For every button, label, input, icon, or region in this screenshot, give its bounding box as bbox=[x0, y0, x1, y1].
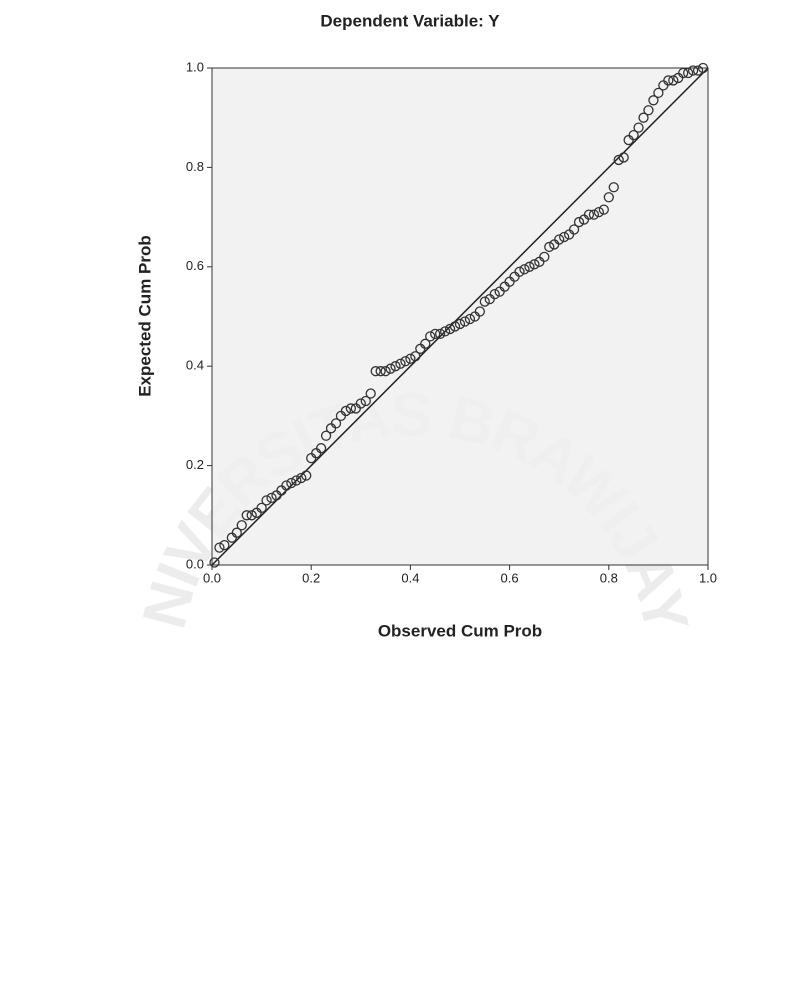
x-tick-label: 0.2 bbox=[302, 570, 320, 585]
y-tick-label: 0.4 bbox=[186, 358, 204, 373]
x-tick-label: 1.0 bbox=[699, 570, 717, 585]
x-tick-label: 0.0 bbox=[203, 570, 221, 585]
y-axis-label: Expected Cum Prob bbox=[135, 235, 154, 397]
chart: UNIVERSITAS BRAWIJAYA Dependent Variable… bbox=[0, 0, 792, 995]
x-axis-label: Observed Cum Prob bbox=[378, 621, 542, 640]
y-tick-label: 1.0 bbox=[186, 59, 204, 74]
x-tick-label: 0.6 bbox=[501, 570, 519, 585]
x-tick-label: 0.8 bbox=[600, 570, 618, 585]
y-tick-label: 0.6 bbox=[186, 258, 204, 273]
chart-title: Dependent Variable: Y bbox=[320, 11, 500, 30]
y-tick-label: 0.0 bbox=[186, 556, 204, 571]
y-tick-label: 0.2 bbox=[186, 457, 204, 472]
x-tick-label: 0.4 bbox=[401, 570, 419, 585]
y-tick-label: 0.8 bbox=[186, 159, 204, 174]
